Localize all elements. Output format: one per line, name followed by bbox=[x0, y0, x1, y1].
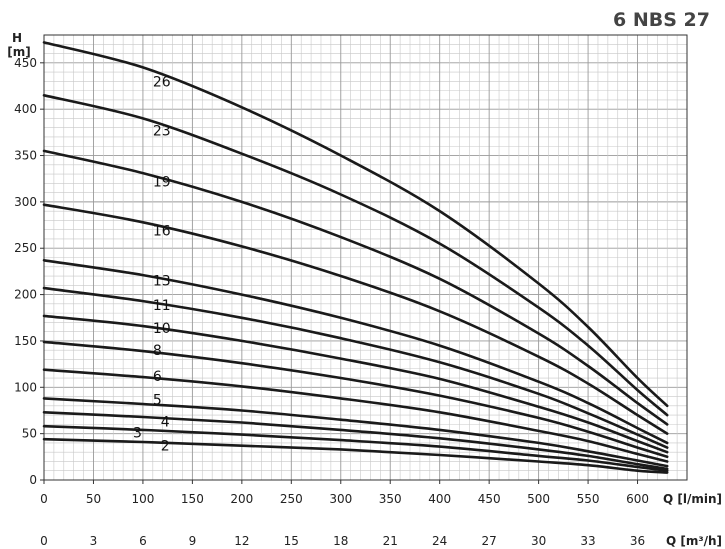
curve-2 bbox=[42, 437, 669, 474]
x2-tick-label: 36 bbox=[630, 534, 645, 548]
y-tick-label: 200 bbox=[14, 288, 37, 302]
x2-tick-label: 0 bbox=[40, 534, 48, 548]
x2-tick-labels: 0 3 6 9 12 15 18 21 24 27 30 33 36 bbox=[40, 534, 645, 548]
x-tick-label: 250 bbox=[280, 492, 303, 506]
curve-label-3: 3 bbox=[133, 426, 142, 442]
curve-label-2: 2 bbox=[161, 439, 170, 455]
curve-label-8: 8 bbox=[153, 343, 162, 359]
y-tick-label: 350 bbox=[14, 149, 37, 163]
curve-label-26: 26 bbox=[153, 74, 171, 90]
x-tick-label: 350 bbox=[379, 492, 402, 506]
curve-8 bbox=[42, 340, 669, 459]
chart-title: 6 NBS 27 bbox=[613, 9, 710, 31]
curve-label-16: 16 bbox=[153, 224, 171, 240]
x2-tick-label: 27 bbox=[482, 534, 497, 548]
y-tick-label: 450 bbox=[14, 56, 37, 70]
y-tick-label: 100 bbox=[14, 380, 37, 394]
x-axis-label: Q [l/min] bbox=[663, 492, 722, 506]
x-tick-label: 450 bbox=[478, 492, 501, 506]
curve-26 bbox=[42, 41, 669, 408]
y-tick-label: 0 bbox=[29, 473, 37, 487]
plot-frame bbox=[43, 34, 688, 481]
y-axis-unit: [m] bbox=[7, 45, 30, 59]
curve-10 bbox=[42, 314, 669, 454]
y-tick-label: 400 bbox=[14, 102, 37, 116]
x-tick-label: 150 bbox=[181, 492, 204, 506]
x-tick-label: 500 bbox=[527, 492, 550, 506]
y-tick-label: 250 bbox=[14, 241, 37, 255]
y-tick-label: 50 bbox=[22, 427, 37, 441]
curve-4 bbox=[42, 411, 669, 471]
y-tick-label: 300 bbox=[14, 195, 37, 209]
x-tick-labels: 0 50 100 150 200 250 300 350 400 450 500 550 600 bbox=[40, 480, 649, 506]
x2-axis-label-text: Q [m³/h] bbox=[666, 534, 722, 548]
curve-label-19: 19 bbox=[153, 174, 171, 190]
x2-tick-label: 3 bbox=[90, 534, 98, 548]
curve-label-13: 13 bbox=[153, 274, 171, 290]
curve-23 bbox=[42, 94, 669, 417]
x2-tick-label: 24 bbox=[432, 534, 447, 548]
x-tick-label: 300 bbox=[329, 492, 352, 506]
curve-label-23: 23 bbox=[153, 123, 171, 139]
x2-tick-label: 18 bbox=[333, 534, 348, 548]
x-tick-label: 0 bbox=[40, 492, 48, 506]
curve-11 bbox=[42, 286, 669, 449]
curve-label-5: 5 bbox=[153, 392, 162, 408]
y-axis-label: H bbox=[12, 31, 22, 45]
x-tick-label: 600 bbox=[626, 492, 649, 506]
curve-label-6: 6 bbox=[153, 369, 162, 385]
x-tick-label: 50 bbox=[86, 492, 101, 506]
curve-labels: 26 23 19 16 13 11 10 8 6 5 4 3 2 bbox=[133, 74, 171, 454]
curve-13 bbox=[42, 259, 669, 445]
curve-5 bbox=[42, 397, 669, 468]
curve-16 bbox=[42, 203, 669, 435]
x2-tick-label: 30 bbox=[531, 534, 546, 548]
y-tick-label: 150 bbox=[14, 334, 37, 348]
x2-tick-label: 15 bbox=[284, 534, 299, 548]
x2-tick-label: 9 bbox=[189, 534, 197, 548]
x2-tick-label: 21 bbox=[383, 534, 398, 548]
x2-axis-label: Q [m³/h] bbox=[666, 534, 722, 548]
x-tick-label: 550 bbox=[577, 492, 600, 506]
x2-tick-label: 12 bbox=[234, 534, 249, 548]
y-tick-labels: 0 50 100 150 200 250 300 350 400 450 bbox=[14, 56, 44, 487]
x-tick-label: 400 bbox=[428, 492, 451, 506]
curve-label-4: 4 bbox=[161, 415, 170, 431]
x-tick-label: 200 bbox=[230, 492, 253, 506]
curve-19 bbox=[42, 149, 669, 426]
x-tick-label: 100 bbox=[131, 492, 154, 506]
x2-tick-label: 6 bbox=[139, 534, 147, 548]
x2-tick-label: 33 bbox=[580, 534, 595, 548]
curve-3 bbox=[42, 424, 669, 472]
curve-label-10: 10 bbox=[153, 321, 171, 337]
curves bbox=[42, 41, 669, 474]
curve-label-11: 11 bbox=[153, 298, 171, 314]
curve-6 bbox=[42, 368, 669, 463]
